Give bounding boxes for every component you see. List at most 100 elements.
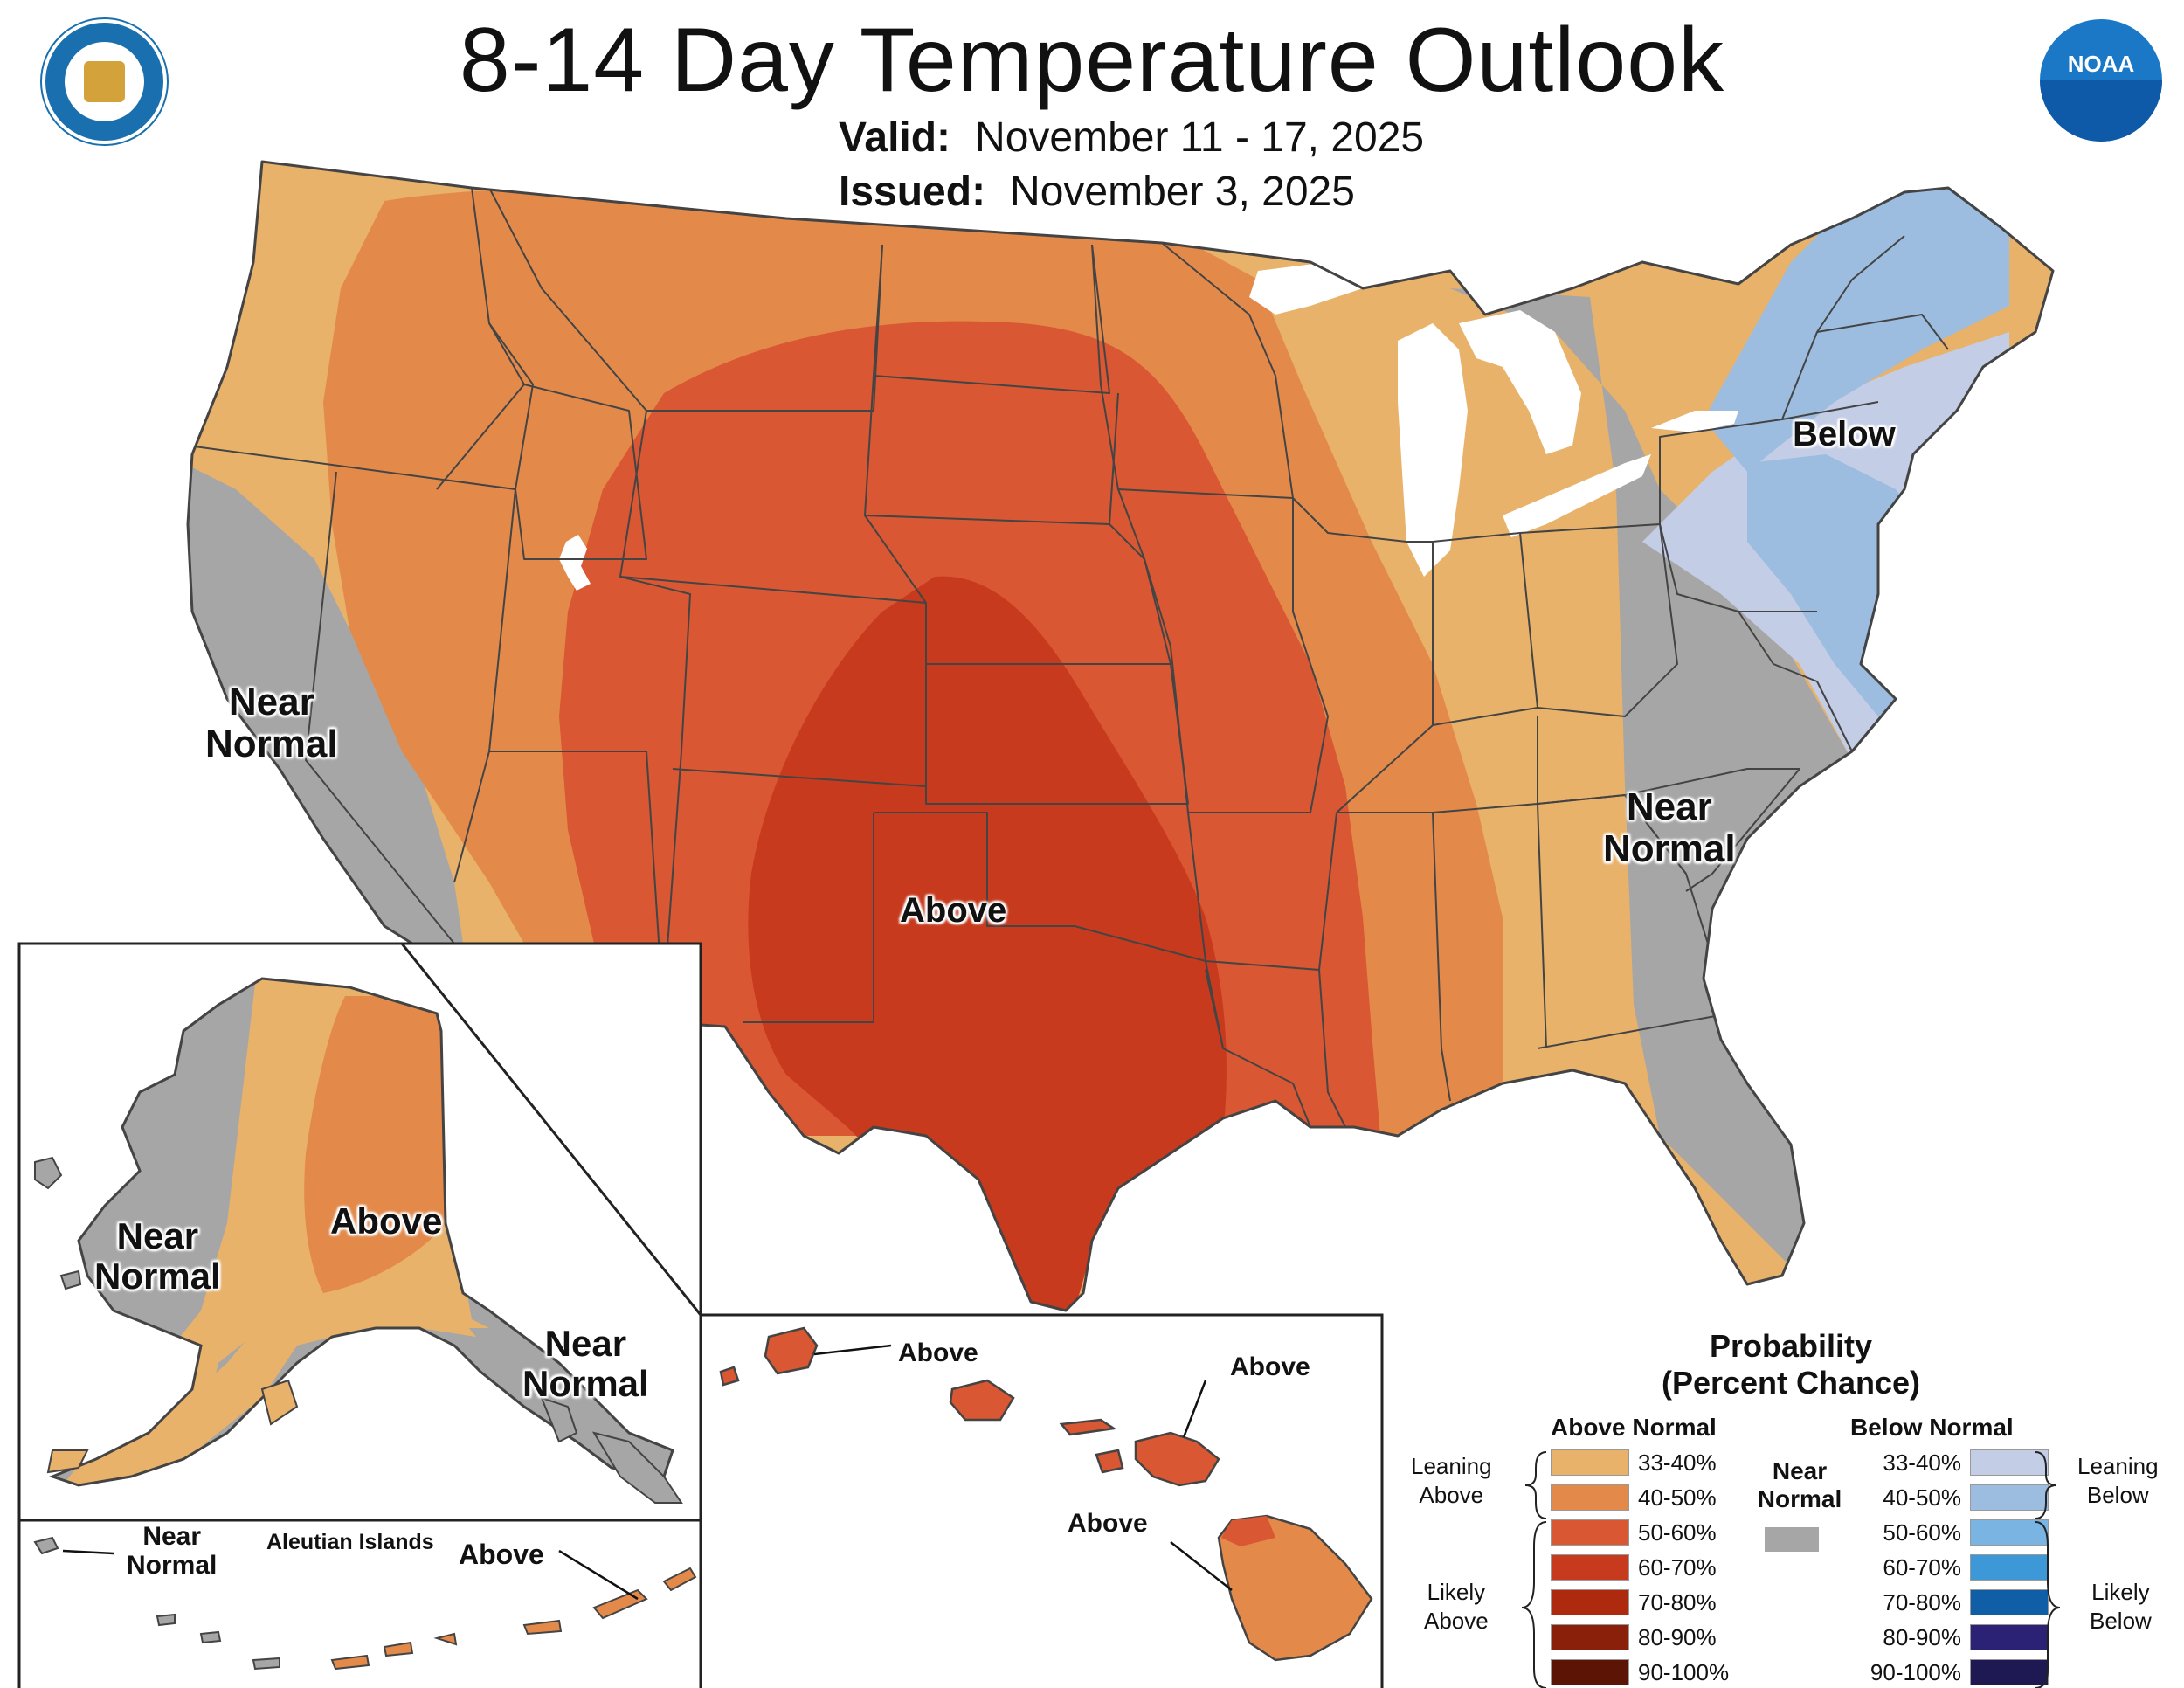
legend-row-label: 33-40% [1638,1449,1717,1476]
near-text: Near [544,1323,627,1364]
legend-swatch [1970,1519,2049,1546]
legend-swatch [1551,1589,1629,1615]
legend-row-label: 33-40% [1883,1449,1961,1476]
legend-title-line-2: (Percent Chance) [1661,1365,1921,1401]
conus-below-label: Below [1793,415,1896,453]
valid-line: Valid: November 11 - 17, 2025 [839,114,1424,162]
legend-above-row: 80-90% [1551,1622,1717,1653]
valid-value: November 11 - 17, 2025 [975,114,1425,161]
conus-fill [188,162,2053,1311]
aleutian-title: Aleutian Islands [266,1530,434,1554]
legend-row-label: 70-80% [1883,1588,1961,1615]
alaska-outline [48,977,674,1487]
legend-row-label: 50-60% [1638,1519,1717,1546]
legend-swatch [1970,1484,2049,1511]
noaa-logo-icon: NOAA [2040,19,2162,142]
legend-above-row: 60-70% [1551,1552,1717,1583]
legend-swatch [1970,1449,2049,1476]
legend-row-label: 60-70% [1638,1553,1717,1581]
legend-row-label: 40-50% [1638,1484,1717,1511]
alaska-near-normal-west-label: Near Normal [94,1215,221,1297]
legend-likely-above-label: Likely Above [1424,1578,1489,1635]
legend-near-normal-label: Near Normal [1747,1457,1852,1513]
legend-row-label: 80-90% [1638,1623,1717,1650]
valid-label: Valid: [839,114,951,161]
legend-below-header: Below Normal [1850,1414,2014,1441]
legend-title: Probability (Percent Chance) [1625,1328,1957,1401]
normal-text: Normal [1603,827,1736,871]
state-boundaries [188,187,1949,1128]
below-text: Below [2090,1607,2152,1634]
legend-above-row: 90-100% [1551,1657,1729,1688]
above-text: Above [1419,1481,1484,1508]
issued-line: Issued: November 3, 2025 [839,168,1355,216]
leaning-text: Leaning [2077,1453,2159,1479]
legend-above-row: 70-80% [1551,1587,1717,1618]
legend-title-line-1: Probability [1709,1328,1873,1364]
legend-above-row: 40-50% [1551,1482,1717,1513]
aleutian-near-normal-label: Near Normal [127,1522,217,1580]
legend-likely-below-label: Likely Below [2090,1578,2152,1635]
legend-swatch [1551,1624,1629,1650]
page-title: 8-14 Day Temperature Outlook [459,10,1725,111]
legend-row-label: 50-60% [1883,1519,1961,1546]
legend-swatch [1970,1624,2049,1650]
legend-swatch [1970,1554,2049,1581]
legend-above-row: 33-40% [1551,1447,1717,1478]
commerce-seal-icon [42,19,167,144]
legend-row-label: 70-80% [1638,1588,1717,1615]
alaska-near-normal-se-label: Near Normal [522,1323,649,1405]
near-text: Near [142,1522,202,1551]
legend-below-row: 90-100% [1870,1657,2049,1688]
likely-text: Likely [1427,1579,1486,1605]
legend-swatch [1551,1659,1629,1685]
hawaii-kauai-above-label: Above [898,1339,978,1367]
near-text: Near [228,681,314,723]
legend-below-row: 33-40% [1870,1447,2049,1478]
legend-above-row: 50-60% [1551,1517,1717,1548]
normal-text: Normal [1757,1485,1842,1512]
below-text: Below [2086,1481,2149,1508]
near-text: Near [116,1215,199,1256]
legend-row-label: 90-100% [1870,1658,1961,1685]
legend-swatch [1551,1484,1629,1511]
legend-below-row: 80-90% [1870,1622,2049,1653]
hawaii-big-island-above-label: Above [1068,1509,1148,1538]
near-text: Near [1772,1457,1828,1484]
legend-swatch [1551,1449,1629,1476]
noaa-logo-text: NOAA [2067,51,2135,77]
issued-value: November 3, 2025 [1010,169,1355,215]
legend-below-row: 50-60% [1870,1517,2049,1548]
legend-row-label: 60-70% [1883,1553,1961,1581]
normal-text: Normal [127,1551,218,1580]
normal-text: Normal [522,1363,649,1405]
likely-text: Likely [2091,1579,2150,1605]
above-text: Above [1424,1607,1489,1634]
legend-row-label: 80-90% [1883,1623,1961,1650]
near-text: Near [1626,785,1712,828]
legend-above-header: Above Normal [1551,1414,1717,1441]
conus-above-label: Above [900,891,1007,930]
legend-row-label: 90-100% [1638,1658,1730,1685]
normal-text: Normal [205,723,338,766]
conus-near-normal-east-label: Near Normal [1603,785,1736,871]
legend-below-row: 60-70% [1870,1552,2049,1583]
legend-leaning-above-label: Leaning Above [1411,1452,1492,1509]
legend-below-row: 70-80% [1870,1587,2049,1618]
legend-swatch [1970,1589,2049,1615]
aleutian-above-label: Above [459,1539,544,1570]
legend-below-row: 40-50% [1870,1482,2049,1513]
normal-text: Normal [94,1256,221,1297]
legend-swatch [1551,1519,1629,1546]
hawaii-maui-above-label: Above [1230,1352,1310,1381]
legend-swatch [1970,1659,2049,1685]
leaning-text: Leaning [1411,1453,1492,1479]
legend-leaning-below-label: Leaning Below [2077,1452,2159,1509]
alaska-above-label: Above [330,1200,443,1242]
legend-swatch [1551,1554,1629,1581]
conus-near-normal-west-label: Near Normal [205,681,338,766]
legend-near-normal-swatch [1765,1527,1819,1552]
issued-label: Issued: [839,169,986,215]
